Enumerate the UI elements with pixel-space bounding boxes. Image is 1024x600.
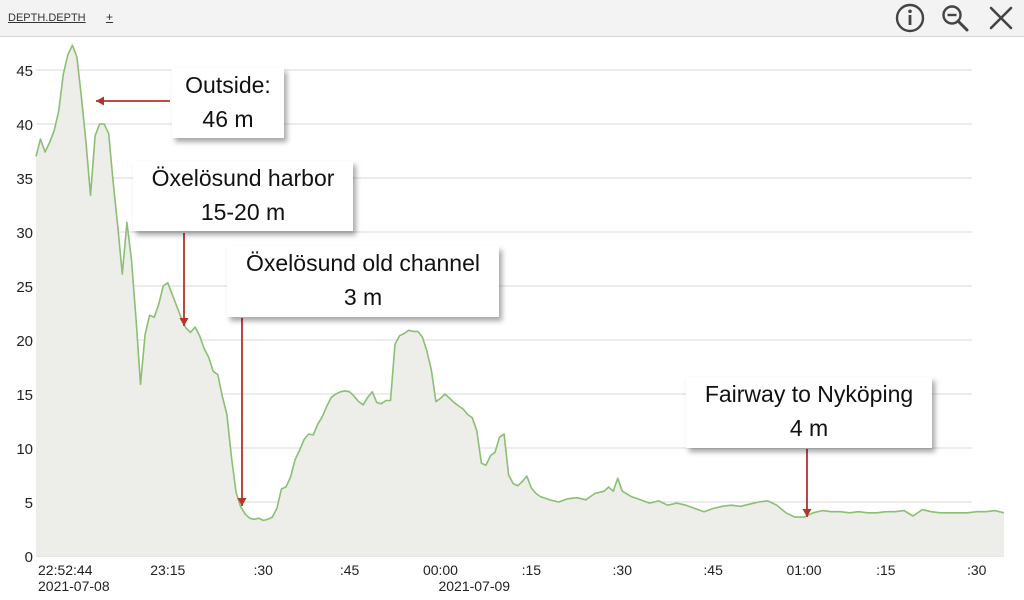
callout-harbor-line2: 15-20 m xyxy=(200,199,286,225)
callout-fairway-line1: Fairway to Nyköping xyxy=(704,381,914,407)
depth-area xyxy=(36,45,1004,556)
x-tick-label: :30 xyxy=(613,562,633,578)
x-tick-label: 00:00 xyxy=(423,562,458,578)
x-tick-label: 23:15 xyxy=(150,562,185,578)
y-tick-label: 0 xyxy=(25,549,33,566)
add-series-button[interactable]: + xyxy=(106,10,114,24)
y-tick-label: 15 xyxy=(16,387,33,404)
arrow-fairway-head xyxy=(802,509,812,517)
x-tick-date: 2021-07-08 xyxy=(38,578,110,594)
x-tick-label: :30 xyxy=(967,562,987,578)
y-tick-label: 30 xyxy=(16,225,33,242)
arrow-fairway xyxy=(802,449,812,517)
callout-channel: Öxelösund old channel 3 m xyxy=(227,246,499,317)
annotation-arrows xyxy=(96,96,812,517)
arrow-outside-head xyxy=(96,96,104,106)
y-tick-label: 45 xyxy=(16,63,33,80)
arrow-outside xyxy=(96,96,170,106)
callout-harbor: Öxelösund harbor 15-20 m xyxy=(133,161,353,231)
y-tick-label: 20 xyxy=(16,333,33,350)
callout-outside-line1: Outside: xyxy=(185,72,271,98)
arrow-channel xyxy=(237,318,247,506)
y-tick-label: 25 xyxy=(16,279,33,296)
close-icon[interactable] xyxy=(986,3,1016,33)
callout-outside: Outside: 46 m xyxy=(172,68,284,138)
callout-harbor-line1: Öxelösund harbor xyxy=(151,165,335,191)
x-tick-date: 2021-07-09 xyxy=(438,578,510,594)
toolbar: DEPTH.DEPTH + xyxy=(0,0,1024,37)
callout-fairway-line2: 4 m xyxy=(789,415,829,441)
y-tick-label: 5 xyxy=(25,495,33,512)
y-tick-label: 35 xyxy=(16,171,33,188)
arrow-harbor xyxy=(179,233,189,326)
x-tick-label: :45 xyxy=(703,562,723,578)
x-tick-label: 22:52:44 xyxy=(38,562,93,578)
arrow-harbor-head xyxy=(179,318,189,326)
depth-line xyxy=(35,44,1005,522)
x-tick-label: 01:00 xyxy=(787,562,822,578)
y-axis: 0 5 10 15 20 25 30 35 40 45 xyxy=(16,63,33,566)
series-tab[interactable]: DEPTH.DEPTH xyxy=(8,12,86,24)
x-tick-label: :30 xyxy=(253,562,273,578)
x-tick-label: :15 xyxy=(522,562,542,578)
info-icon[interactable] xyxy=(895,3,925,33)
arrow-channel-head xyxy=(237,498,247,506)
x-tick-label: :45 xyxy=(340,562,360,578)
x-tick-label: :15 xyxy=(876,562,896,578)
callout-fairway: Fairway to Nyköping 4 m xyxy=(686,377,932,448)
y-tick-label: 40 xyxy=(16,117,33,134)
callout-channel-line1: Öxelösund old channel xyxy=(246,250,480,276)
zoom-out-icon[interactable] xyxy=(940,3,970,33)
y-tick-label: 10 xyxy=(16,441,33,458)
callout-channel-line2: 3 m xyxy=(343,284,383,310)
callout-outside-line2: 46 m xyxy=(202,106,254,132)
